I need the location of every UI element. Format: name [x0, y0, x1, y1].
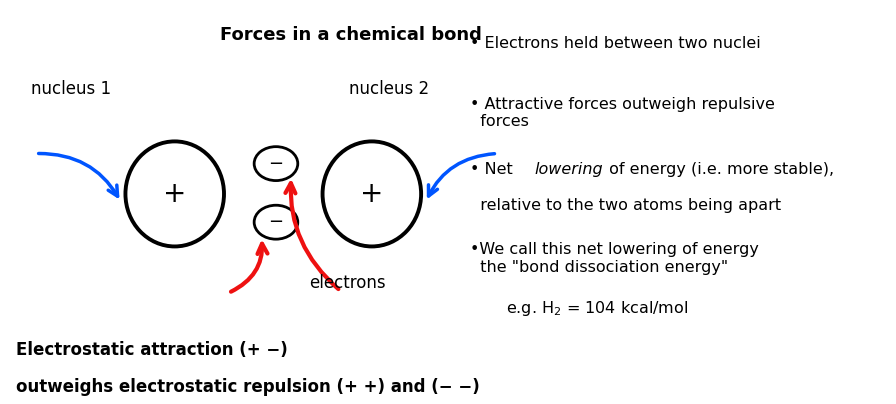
Text: • Net: • Net	[470, 162, 518, 177]
Text: • Electrons held between two nuclei: • Electrons held between two nuclei	[470, 36, 761, 51]
Text: e.g. H$_2$ = 104 kcal/mol: e.g. H$_2$ = 104 kcal/mol	[506, 299, 688, 318]
Text: • Attractive forces outweigh repulsive
  forces: • Attractive forces outweigh repulsive f…	[470, 97, 775, 129]
Text: electrons: electrons	[309, 274, 386, 292]
Text: •We call this net lowering of energy
  the "bond dissociation energy": •We call this net lowering of energy the…	[470, 242, 759, 275]
Text: +: +	[163, 180, 186, 208]
Text: nucleus 2: nucleus 2	[349, 80, 429, 98]
Text: +: +	[360, 180, 383, 208]
Text: Forces in a chemical bond: Forces in a chemical bond	[220, 26, 481, 44]
Text: Electrostatic attraction (+ −): Electrostatic attraction (+ −)	[16, 341, 288, 360]
Text: nucleus 1: nucleus 1	[31, 80, 111, 98]
Text: −: −	[269, 213, 283, 231]
Text: lowering: lowering	[535, 162, 604, 177]
Text: outweighs electrostatic repulsion (+ +) and (− −): outweighs electrostatic repulsion (+ +) …	[16, 378, 480, 396]
Text: of energy (i.e. more stable),: of energy (i.e. more stable),	[604, 162, 834, 177]
Text: −: −	[269, 155, 283, 173]
Text: relative to the two atoms being apart: relative to the two atoms being apart	[470, 198, 781, 213]
